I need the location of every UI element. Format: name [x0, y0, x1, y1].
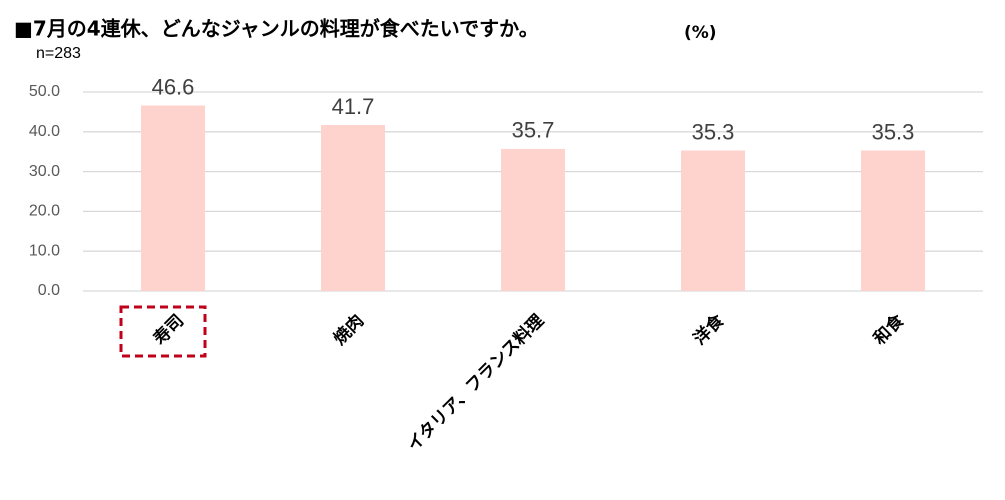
x-tick-label: 洋食 — [689, 310, 729, 350]
y-tick-label: 20.0 — [29, 203, 60, 220]
bar — [501, 148, 565, 291]
bar — [681, 150, 745, 291]
chart-title: ■7月の4連休、どんなジャンルの料理が食べたいですか。 — [14, 17, 539, 41]
value-label: 35.3 — [872, 119, 915, 144]
x-tick-label: 寿司 — [149, 310, 188, 349]
bar — [141, 105, 205, 291]
x-tick-label: 焼肉 — [329, 310, 368, 349]
value-label: 35.7 — [512, 118, 555, 143]
y-tick-label: 50.0 — [29, 83, 60, 100]
y-tick-label: 0.0 — [38, 282, 60, 299]
y-tick-label: 40.0 — [29, 123, 60, 140]
x-tick-label: イタリア、フランス料理 — [403, 310, 548, 455]
x-tick-label: 和食 — [869, 310, 909, 350]
y-tick-label: 30.0 — [29, 163, 60, 180]
y-tick-label: 10.0 — [29, 242, 60, 259]
unit-label: (%) — [684, 23, 717, 43]
value-label: 35.3 — [692, 119, 735, 144]
bar — [321, 125, 385, 291]
sample-size: n=283 — [36, 45, 81, 62]
bar — [861, 150, 925, 291]
value-label: 41.7 — [332, 94, 375, 119]
highlight-box — [119, 305, 207, 358]
value-label: 46.6 — [152, 74, 195, 99]
